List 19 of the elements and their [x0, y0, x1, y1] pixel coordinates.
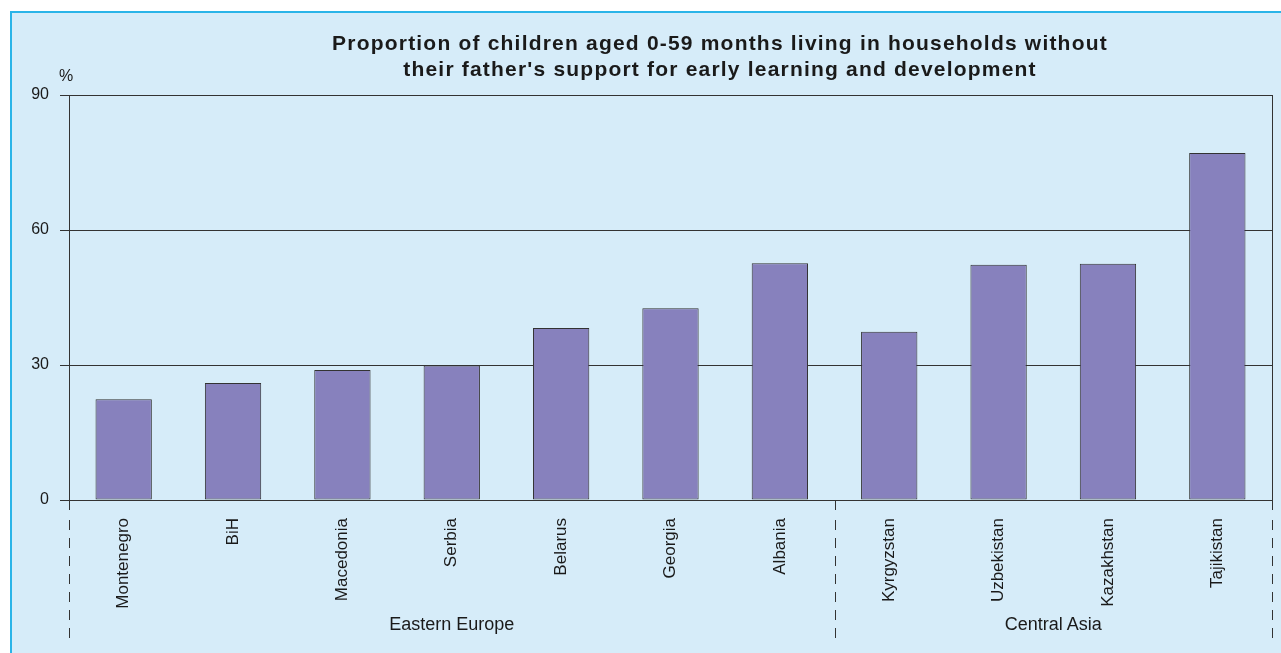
- text: Eastern Europe: [389, 613, 515, 634]
- y-tick-label: 60: [31, 220, 50, 238]
- x-tick-label: Kyrgyzstan: [878, 518, 898, 603]
- x-tick-label: Belarus: [550, 518, 570, 576]
- y-tick-label: 0: [40, 490, 50, 508]
- y-tick-label: 90: [31, 85, 50, 103]
- x-tick-label: BiH: [222, 518, 242, 546]
- x-tick-label: Georgia: [660, 517, 680, 579]
- x-tick-label: Uzbekistan: [988, 518, 1008, 603]
- x-tick-label: Albania: [769, 517, 789, 575]
- x-tick-label: Serbia: [441, 517, 461, 568]
- chart-title: Proportion of children aged 0-59 months living in households without their father's support for early learning and development: [332, 30, 1108, 80]
- y-tick-label: 30: [31, 355, 50, 373]
- y-axis-title: %: [58, 67, 74, 85]
- x-tick-label: Montenegro: [113, 518, 133, 609]
- x-tick-label: Macedonia: [332, 517, 352, 602]
- x-tick-label: Kazakhstan: [1097, 518, 1117, 607]
- x-tick-label: Tajikistan: [1207, 518, 1227, 588]
- text: Central Asia: [1004, 613, 1103, 634]
